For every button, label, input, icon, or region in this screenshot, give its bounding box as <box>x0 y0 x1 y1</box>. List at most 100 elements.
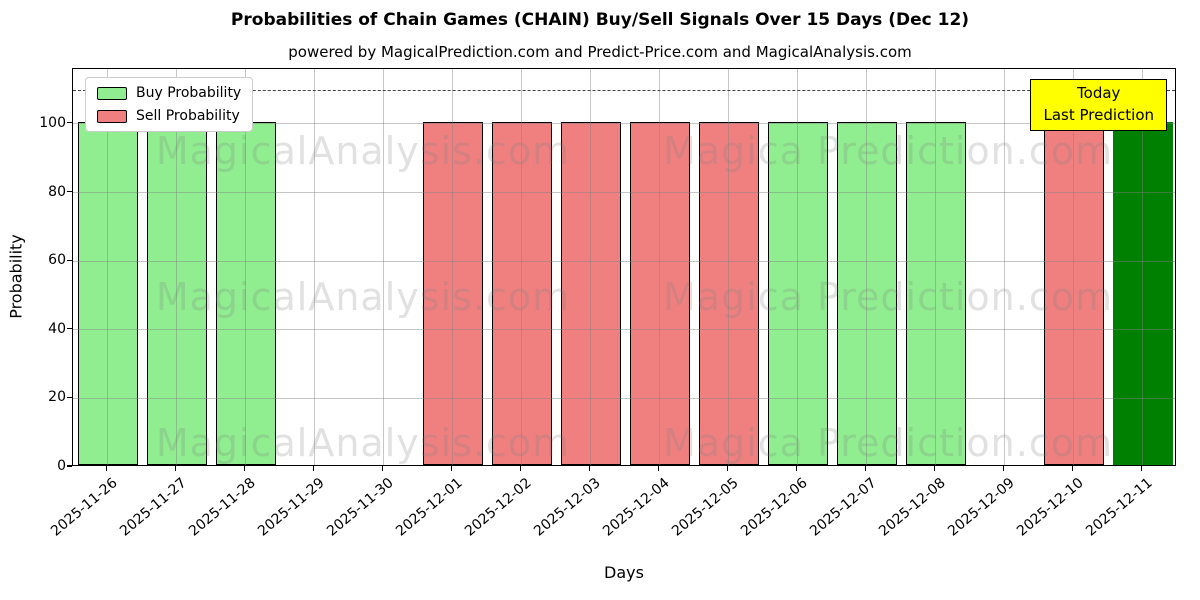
chart-legend: Buy Probability Sell Probability <box>85 77 254 132</box>
x-tick-label: 2025-11-26 <box>48 475 121 540</box>
legend-item-buy: Buy Probability <box>97 85 241 101</box>
x-tick-mark <box>312 466 315 471</box>
threshold-dashed-line <box>73 89 1175 91</box>
bar <box>77 121 138 465</box>
x-tick-mark <box>1140 466 1143 471</box>
watermark-text: Magica Prediction.com <box>662 421 1114 465</box>
x-tick-mark <box>1002 466 1005 471</box>
x-tick-mark <box>795 466 798 471</box>
bar <box>836 121 897 465</box>
chart-subtitle: powered by MagicalPrediction.com and Pre… <box>288 43 912 61</box>
x-tick-label: 2025-12-04 <box>600 475 673 540</box>
x-gridline <box>935 69 936 465</box>
bar <box>905 121 966 465</box>
legend-item-sell: Sell Probability <box>97 108 241 124</box>
y-tick-mark <box>67 259 72 261</box>
x-tick-mark <box>243 466 246 471</box>
x-tick-mark <box>588 466 591 471</box>
bar <box>698 121 759 465</box>
bar <box>1112 121 1173 465</box>
x-tick-label: 2025-12-03 <box>531 475 604 540</box>
y-tick-mark <box>67 328 72 330</box>
x-gridline <box>590 69 591 465</box>
buy-swatch-icon <box>97 86 127 100</box>
bar <box>560 121 621 465</box>
x-gridline <box>107 69 108 465</box>
x-gridline <box>1142 69 1143 465</box>
x-gridline <box>797 69 798 465</box>
y-gridline <box>73 397 1175 399</box>
y-tick-mark <box>67 465 72 467</box>
watermark-text: Magica Prediction.com <box>662 275 1114 319</box>
x-gridline <box>314 69 315 465</box>
x-gridline <box>383 69 384 465</box>
y-gridline <box>73 329 1175 331</box>
y-tick-label: 40 <box>48 320 66 337</box>
x-tick-mark <box>381 466 384 471</box>
y-tick-label: 20 <box>48 389 66 406</box>
sell-swatch-icon <box>97 109 127 123</box>
bar <box>1043 121 1104 465</box>
x-tick-label: 2025-12-09 <box>945 475 1018 540</box>
y-tick-mark <box>67 190 72 193</box>
x-tick-label: 2025-12-02 <box>462 475 535 540</box>
x-tick-label: 2025-12-06 <box>738 475 811 540</box>
x-tick-label: 2025-12-01 <box>393 475 466 540</box>
x-tick-mark <box>864 466 867 471</box>
chart-title: Probabilities of Chain Games (CHAIN) Buy… <box>230 10 970 30</box>
watermark-text: MagicalAnalysis.com <box>155 129 571 173</box>
x-tick-mark <box>105 466 108 471</box>
x-gridline <box>245 69 246 465</box>
x-gridline <box>452 69 453 465</box>
watermark-text: MagicalAnalysis.com <box>155 421 571 465</box>
bar <box>491 121 552 465</box>
x-tick-mark <box>519 466 522 471</box>
watermark-text: MagicalAnalysis.com <box>155 275 571 319</box>
x-gridline <box>1073 69 1074 465</box>
legend-label-buy: Buy Probability <box>136 85 242 101</box>
x-tick-label: 2025-12-10 <box>1014 475 1087 540</box>
y-tick-mark <box>67 396 72 398</box>
x-tick-mark <box>174 466 177 471</box>
today-annotation: Today Last Prediction <box>1030 79 1167 131</box>
today-annotation-line1: Today <box>1077 84 1121 102</box>
x-gridline <box>728 69 729 465</box>
x-tick-label: 2025-11-27 <box>117 475 190 540</box>
x-axis-label: Days <box>604 563 644 582</box>
y-tick-label: 100 <box>39 114 66 131</box>
x-gridline <box>1004 69 1005 465</box>
y-gridline <box>73 260 1175 262</box>
x-tick-label: 2025-12-05 <box>669 475 742 540</box>
bar <box>767 121 828 465</box>
y-tick-mark <box>67 122 72 124</box>
y-tick-label: 0 <box>57 458 66 474</box>
x-gridline <box>659 69 660 465</box>
x-tick-label: 2025-11-28 <box>186 475 259 540</box>
x-tick-mark <box>657 466 660 471</box>
watermark-text: Magica Prediction.com <box>662 129 1114 173</box>
bar <box>146 121 207 465</box>
y-tick-label: 60 <box>48 252 66 269</box>
y-axis-label: Probability <box>6 234 26 319</box>
bar <box>422 121 483 465</box>
x-tick-label: 2025-11-30 <box>324 475 397 540</box>
x-tick-mark <box>1071 466 1074 471</box>
bar <box>629 121 690 465</box>
x-tick-mark <box>726 466 729 471</box>
y-tick-label: 80 <box>48 183 66 200</box>
legend-label-sell: Sell Probability <box>136 108 240 124</box>
bar <box>215 121 276 465</box>
x-gridline <box>866 69 867 465</box>
today-annotation-line2: Last Prediction <box>1043 105 1154 124</box>
y-gridline <box>73 123 1175 125</box>
x-tick-mark <box>450 466 453 471</box>
x-gridline <box>521 69 522 465</box>
x-tick-label: 2025-12-07 <box>807 475 880 540</box>
y-gridline <box>73 192 1175 194</box>
x-tick-label: 2025-11-29 <box>255 475 328 540</box>
x-tick-label: 2025-12-11 <box>1083 475 1156 540</box>
plot-area: Buy Probability Sell Probability Today L… <box>72 68 1176 466</box>
x-tick-mark <box>933 466 936 471</box>
x-tick-label: 2025-12-08 <box>876 475 949 540</box>
